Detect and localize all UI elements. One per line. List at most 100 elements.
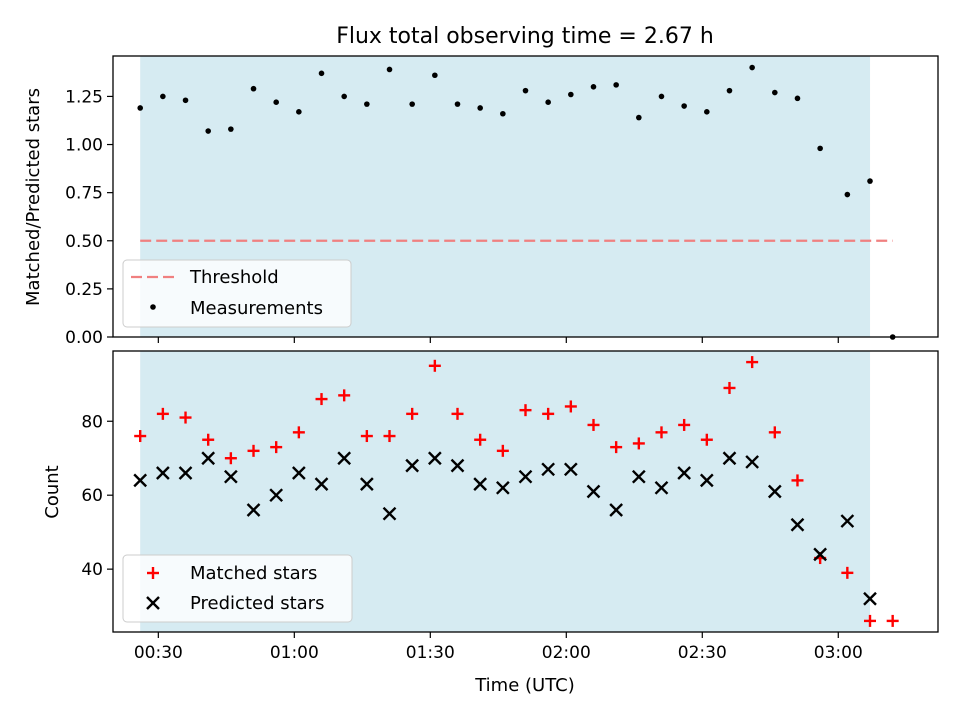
predicted-point	[495, 480, 510, 495]
measurement-point	[726, 87, 733, 94]
threshold-legend-label: Threshold	[189, 267, 279, 288]
predicted-point	[382, 506, 397, 521]
predicted-point	[863, 591, 877, 606]
matched-point	[338, 389, 351, 402]
predicted-point	[541, 462, 556, 477]
matched-point	[700, 433, 713, 446]
measurement-point	[228, 126, 234, 132]
measurement-point	[205, 128, 211, 134]
measurement-point	[658, 93, 665, 100]
matched-legend-swatch	[147, 567, 159, 579]
measurements-legend-label: Measurements	[190, 298, 323, 319]
measurement-point	[545, 99, 551, 105]
matched-point	[864, 614, 877, 627]
matched-point	[632, 437, 645, 450]
top-legend-box	[122, 259, 352, 328]
x-tick-label: 02:30	[678, 643, 727, 663]
matched-point	[723, 381, 736, 394]
predicted-point	[359, 477, 374, 491]
measurement-point	[590, 83, 597, 90]
predicted-point	[840, 514, 855, 528]
matched-point	[496, 444, 509, 457]
x-tick-label: 02:00	[542, 643, 591, 663]
bottom-legend: Matched stars Predicted stars	[122, 554, 353, 623]
matched-point	[224, 452, 237, 465]
predicted-point	[654, 480, 669, 495]
x-axis-label: Time (UTC)	[474, 675, 575, 696]
predicted-point	[450, 458, 465, 473]
predicted-point	[201, 451, 216, 466]
predicted-point	[767, 484, 782, 499]
matched-point	[383, 430, 396, 443]
top-panel: 0.00 0.25 0.50 0.75 1.00 1.25 Matched/Predict…	[23, 55, 939, 348]
y-tick-label: 1.25	[65, 87, 103, 107]
predicted-point	[292, 466, 306, 480]
measurement-point	[409, 101, 415, 107]
measurement-point	[568, 91, 574, 98]
predicted-point	[427, 451, 442, 466]
y-tick-label: 0.00	[65, 328, 103, 348]
predicted-point	[224, 469, 238, 484]
matched-point	[156, 407, 169, 420]
measurement-point	[296, 109, 302, 115]
predicted-point	[677, 466, 692, 480]
matched-point	[270, 441, 283, 454]
y-tick-label: 80	[81, 412, 103, 432]
bottom-axes-frame	[112, 350, 939, 633]
predicted-point	[813, 547, 827, 562]
predicted-point	[609, 503, 624, 517]
matched-point	[292, 426, 305, 439]
predicted-point	[518, 469, 533, 484]
matched-point	[428, 359, 441, 372]
predicted-point	[246, 503, 261, 517]
y-tick-label: 0.75	[65, 184, 103, 204]
matched-point	[678, 418, 691, 431]
matched-point	[610, 441, 623, 454]
measurement-point	[341, 93, 347, 100]
x-tick-label: 00:30	[134, 643, 183, 663]
predicted-point	[790, 517, 805, 532]
measurement-point	[867, 178, 873, 184]
bottom-legend-box	[122, 554, 353, 623]
x-tick-label: 01:30	[406, 643, 455, 663]
matched-point	[360, 430, 373, 443]
measurement-point	[454, 101, 461, 107]
predicted-point	[722, 451, 737, 466]
predicted-point	[269, 488, 284, 503]
matched-point	[587, 418, 600, 431]
measurement-point	[386, 66, 393, 73]
matched-point	[179, 411, 192, 424]
top-legend: Threshold Measurements	[122, 259, 352, 328]
measurement-point	[522, 87, 529, 94]
top-y-ticks: 0.00 0.25 0.50 0.75 1.00 1.25	[65, 87, 113, 348]
chart-title: Flux total observing time = 2.67 h	[336, 24, 714, 49]
predicted-point	[745, 455, 759, 469]
matched-point	[315, 393, 328, 406]
y-tick-label: 0.25	[65, 280, 103, 300]
predicted-point	[699, 473, 714, 488]
bottom-panel: 40 60 80 00:30 01:00 01:30 02:00 02:30 03:00 Co…	[42, 350, 939, 663]
predicted-point	[178, 466, 193, 480]
predicted-point	[156, 466, 170, 480]
measurement-point	[704, 109, 710, 115]
measurement-point	[749, 64, 755, 71]
matched-legend-label: Matched stars	[190, 563, 317, 584]
predicted-point	[473, 477, 488, 491]
predicted-point	[133, 473, 148, 488]
matched-point	[247, 444, 260, 457]
matched-point	[542, 407, 555, 420]
matched-point	[451, 407, 464, 420]
bottom-x-ticks: 00:30 01:00 01:30 02:00 02:30 03:00	[134, 632, 863, 663]
matched-point	[406, 407, 419, 420]
matched-point	[474, 433, 487, 446]
measurement-point	[636, 114, 642, 121]
measurement-point	[817, 145, 823, 152]
y-tick-label: 60	[81, 486, 103, 506]
measurement-point	[250, 85, 257, 92]
matched-point	[519, 404, 532, 417]
predicted-point	[563, 462, 578, 477]
matched-point	[791, 474, 804, 487]
measurement-point	[613, 82, 619, 88]
top-x-ticks	[157, 337, 839, 343]
